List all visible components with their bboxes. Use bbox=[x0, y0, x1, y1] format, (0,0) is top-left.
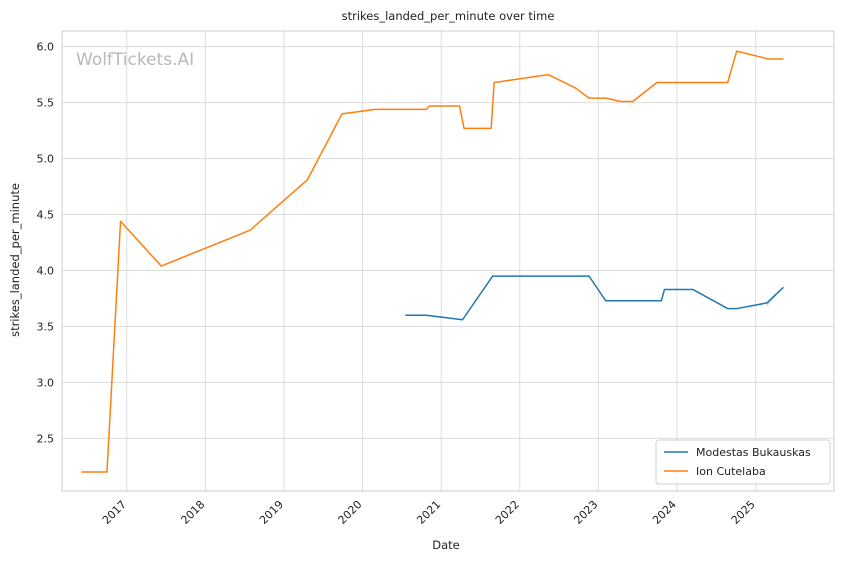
y-tick-labels: 2.5 3.0 3.5 4.0 4.5 5.0 5.5 6.0 bbox=[37, 41, 55, 446]
grid-lines bbox=[62, 31, 834, 491]
legend-label-modestas-bukauskas: Modestas Bukauskas bbox=[696, 446, 811, 459]
series-line-modestas-bukauskas bbox=[405, 275, 784, 321]
confidence-bands bbox=[766, 287, 784, 307]
y-tick-label-6.0: 6.0 bbox=[37, 41, 55, 54]
legend: Modestas Bukauskas Ion Cutelaba bbox=[655, 439, 831, 485]
y-tick-label-3.0: 3.0 bbox=[37, 376, 55, 389]
x-axis-label: Date bbox=[432, 538, 460, 552]
y-tick-label-5.0: 5.0 bbox=[37, 153, 55, 166]
chart-title: strikes_landed_per_minute over time bbox=[342, 9, 555, 23]
legend-box bbox=[655, 439, 831, 485]
series-lines bbox=[81, 50, 784, 473]
watermark-text: WolfTickets.AI bbox=[76, 50, 194, 70]
y-tick-label-4.5: 4.5 bbox=[37, 209, 55, 222]
y-tick-label-5.5: 5.5 bbox=[37, 97, 55, 110]
y-tick-label-4.0: 4.0 bbox=[37, 265, 55, 278]
legend-label-ion-cutelaba: Ion Cutelaba bbox=[696, 465, 766, 478]
y-axis-label: strikes_landed_per_minute bbox=[8, 183, 22, 337]
y-tick-label-3.5: 3.5 bbox=[37, 320, 55, 333]
series-line-ion-cutelaba bbox=[81, 50, 784, 473]
y-tick-label-2.5: 2.5 bbox=[37, 432, 55, 445]
band-modestas-bukauskas bbox=[766, 287, 784, 307]
plot-frame bbox=[61, 30, 835, 492]
